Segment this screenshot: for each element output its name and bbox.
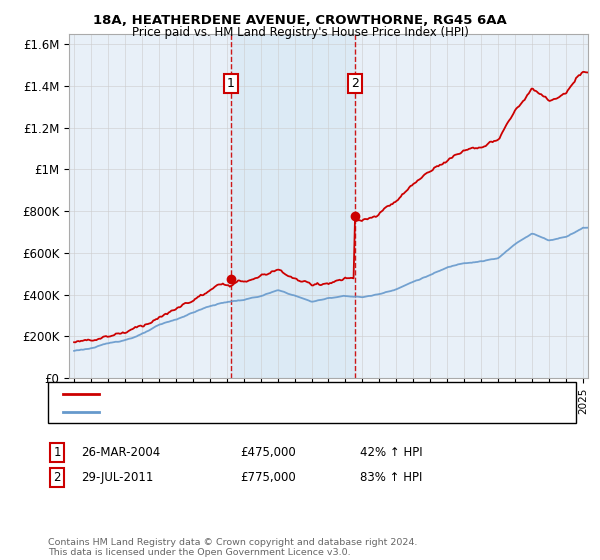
Text: 29-JUL-2011: 29-JUL-2011	[81, 470, 154, 484]
Text: 42% ↑ HPI: 42% ↑ HPI	[360, 446, 422, 459]
Text: 18A, HEATHERDENE AVENUE, CROWTHORNE, RG45 6AA (detached house): 18A, HEATHERDENE AVENUE, CROWTHORNE, RG4…	[108, 389, 515, 399]
Text: HPI: Average price, detached house, Wokingham: HPI: Average price, detached house, Woki…	[108, 407, 375, 417]
Text: Contains HM Land Registry data © Crown copyright and database right 2024.
This d: Contains HM Land Registry data © Crown c…	[48, 538, 418, 557]
Text: 1: 1	[227, 77, 235, 90]
Text: 26-MAR-2004: 26-MAR-2004	[81, 446, 160, 459]
Text: £775,000: £775,000	[240, 470, 296, 484]
Text: 18A, HEATHERDENE AVENUE, CROWTHORNE, RG45 6AA: 18A, HEATHERDENE AVENUE, CROWTHORNE, RG4…	[93, 14, 507, 27]
Text: 2: 2	[53, 470, 61, 484]
Text: £475,000: £475,000	[240, 446, 296, 459]
Text: 1: 1	[53, 446, 61, 459]
Text: Price paid vs. HM Land Registry's House Price Index (HPI): Price paid vs. HM Land Registry's House …	[131, 26, 469, 39]
Bar	[230, 34, 355, 378]
Text: 2: 2	[351, 77, 359, 90]
Text: 83% ↑ HPI: 83% ↑ HPI	[360, 470, 422, 484]
